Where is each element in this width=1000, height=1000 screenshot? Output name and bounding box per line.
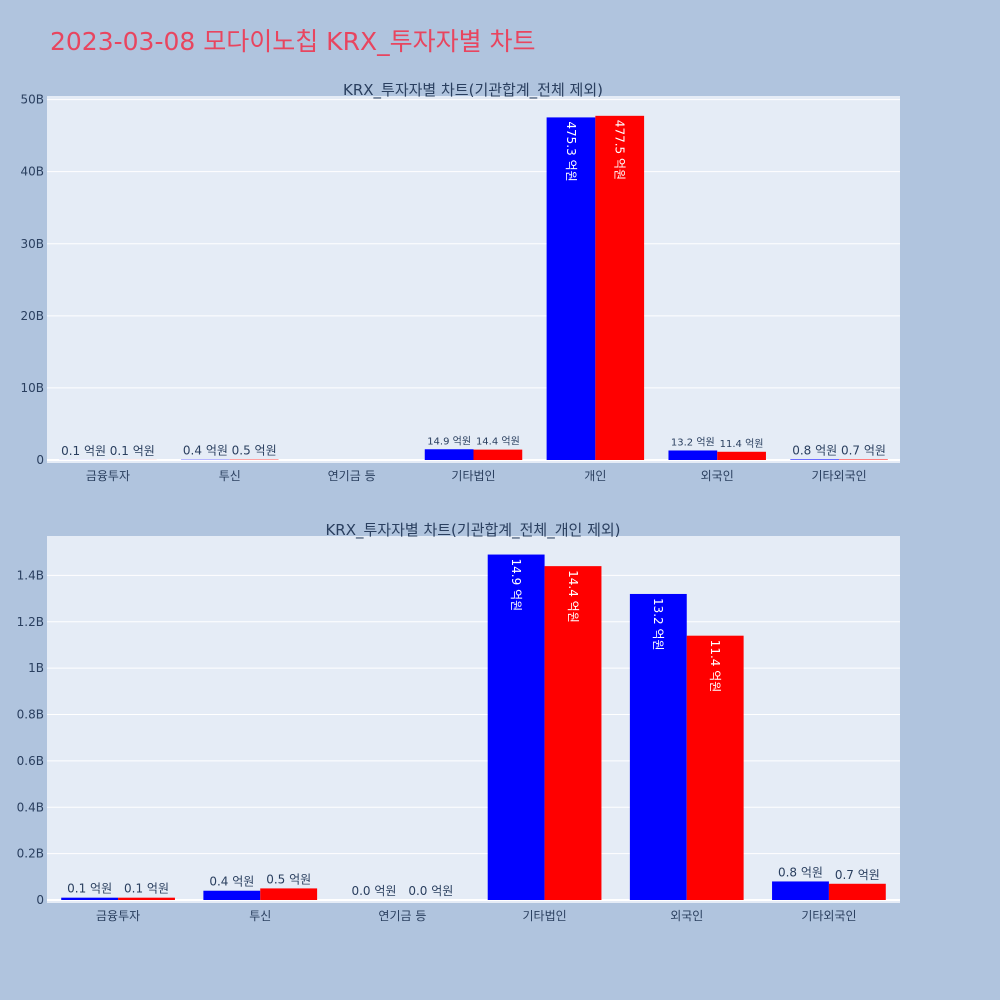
chart1-data-label: 0.1 억원 [110, 444, 155, 458]
chart1-xtick-label: 금융투자 [86, 469, 130, 483]
chart1-data-label: 11.4 억원 [720, 438, 764, 450]
chart1-bar [717, 451, 766, 460]
chart1-bar [546, 117, 596, 460]
chart1-xtick-label: 투신 [219, 469, 241, 483]
chart1-ytick-label: 40B [20, 165, 44, 179]
chart1-plot-area [47, 96, 900, 463]
chart2-data-label: 0.1 억원 [124, 882, 169, 896]
chart1-bar [668, 450, 718, 460]
chart2-data-label: 14.9 억원 [509, 559, 523, 612]
chart2-ytick-label: 0.6B [17, 754, 44, 768]
chart1-ytick-label: 20B [20, 309, 44, 323]
chart1-bar [839, 459, 888, 460]
chart1-xtick-label: 외국인 [701, 469, 734, 483]
chart1-ytick-label: 30B [20, 237, 44, 251]
chart1-xtick-label: 기타법인 [451, 469, 495, 483]
chart2-xtick-label: 외국인 [670, 909, 703, 923]
chart2-data-label: 13.2 억원 [651, 598, 665, 651]
chart1-data-label: 14.4 억원 [476, 436, 520, 448]
chart2-bar [260, 888, 318, 900]
chart1-data-label: 0.4 억원 [183, 444, 228, 458]
chart2-xtick-label: 기타외국인 [801, 909, 856, 923]
chart2-data-label: 0.0 억원 [408, 884, 453, 898]
chart1-data-label: 475.3 억원 [564, 121, 578, 181]
chart2-data-label: 0.7 억원 [835, 868, 880, 882]
chart2-bar [629, 593, 687, 900]
chart1-ytick-label: 50B [20, 93, 44, 107]
chart1-data-label: 0.8 억원 [792, 443, 837, 457]
chart1-bar [790, 459, 840, 460]
chart1-data-label: 0.5 억원 [232, 444, 277, 458]
chart2-xtick-label: 기타법인 [522, 909, 566, 923]
chart2-ytick-label: 0 [36, 893, 44, 907]
chart2-data-label: 0.8 억원 [778, 865, 823, 879]
chart2-data-label: 0.5 억원 [266, 872, 311, 886]
chart2-ytick-label: 0.8B [17, 708, 44, 722]
chart-1: KRX_투자자별 차트(기관합계_전체 제외) 0 10B 20B 30B 40B 50B 금… [20, 81, 900, 483]
chart2-xtick-label: 금융투자 [96, 909, 140, 923]
chart2-ytick-label: 0.2B [17, 847, 44, 861]
chart1-ytick-label: 10B [20, 381, 44, 395]
chart1-xtick-label: 개인 [584, 469, 606, 483]
chart1-data-label: 14.9 억원 [427, 435, 471, 447]
chart1-data-label: 0.7 억원 [841, 443, 886, 457]
chart1-xtick-label: 연기금 등 [328, 469, 376, 483]
chart1-data-label: 0.1 억원 [61, 444, 106, 458]
chart2-title: KRX_투자자별 차트(기관합계_전체_개인 제외) [325, 521, 620, 540]
chart2-data-label: 0.0 억원 [351, 884, 396, 898]
chart1-bar [595, 115, 645, 461]
chart1-data-label: 477.5 억원 [613, 120, 627, 180]
chart2-bar [686, 635, 744, 900]
chart2-plot-area [47, 536, 900, 903]
page-title: 2023-03-08 모다이노칩 KRX_투자자별 차트 [50, 27, 536, 56]
chart2-bar [487, 554, 545, 900]
chart2-data-label: 11.4 억원 [708, 640, 722, 693]
chart2-data-label: 0.1 억원 [67, 882, 112, 896]
chart2-data-label: 14.4 억원 [566, 570, 580, 623]
chart2-bar [544, 566, 602, 900]
chart1-xtick-label: 기타외국인 [811, 469, 866, 483]
chart2-bar [203, 890, 261, 900]
chart1-bar [424, 449, 474, 460]
chart1-ytick-label: 0 [36, 453, 44, 467]
chart2-bar [118, 897, 175, 900]
chart2-ytick-label: 0.4B [17, 800, 44, 814]
chart2-bar [61, 897, 119, 900]
chart2-ytick-label: 1B [28, 661, 44, 675]
chart2-bar [828, 883, 886, 900]
chart1-title: KRX_투자자별 차트(기관합계_전체 제외) [343, 81, 603, 100]
chart2-bar [772, 881, 829, 900]
chart2-ytick-label: 1.2B [17, 615, 44, 629]
chart2-ytick-label: 1.4B [17, 568, 44, 582]
chart2-data-label: 0.4 억원 [209, 875, 254, 889]
chart2-xtick-label: 연기금 등 [378, 909, 426, 923]
chart2-xtick-label: 투신 [249, 909, 271, 923]
chart1-bar [473, 449, 523, 460]
chart1-data-label: 13.2 억원 [671, 436, 715, 448]
